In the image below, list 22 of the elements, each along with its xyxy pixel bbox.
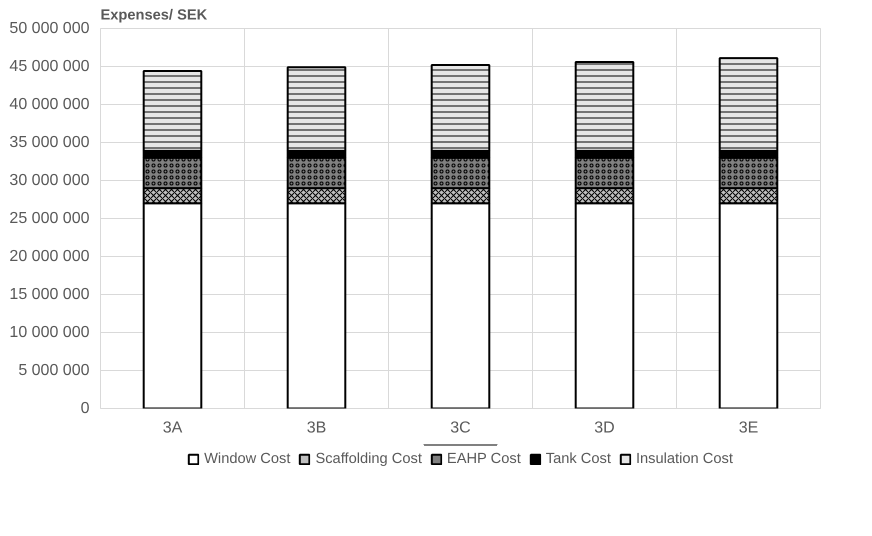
y-tick-label: 35 000 000 bbox=[9, 134, 90, 151]
y-axis-title: Expenses/ SEK bbox=[100, 8, 208, 24]
y-tick-label: 45 000 000 bbox=[9, 58, 90, 75]
y-tick-label: 40 000 000 bbox=[9, 96, 90, 113]
y-tick-label: 20 000 000 bbox=[9, 248, 90, 265]
x-tick-label: 3A bbox=[162, 420, 183, 436]
y-tick-label: 0 bbox=[80, 400, 90, 417]
legend-label: Tank Cost bbox=[546, 451, 611, 467]
legend-label: Scaffolding Cost bbox=[315, 451, 422, 467]
x-tick-label: 3D bbox=[594, 420, 615, 436]
y-tick-label: 50 000 000 bbox=[9, 20, 90, 37]
legend-label: Insulation Cost bbox=[636, 451, 733, 467]
y-tick-label: 15 000 000 bbox=[9, 286, 90, 303]
legend-label: EAHP Cost bbox=[446, 451, 521, 467]
legend-label: Window Cost bbox=[204, 451, 290, 467]
x-tick-label: 3B bbox=[306, 420, 326, 436]
y-tick-label: 5 000 000 bbox=[18, 362, 90, 379]
y-tick-label: 10 000 000 bbox=[9, 324, 90, 341]
y-tick-label: 30 000 000 bbox=[9, 172, 90, 189]
x-tick-label: 3C bbox=[450, 420, 471, 436]
y-tick-label: 25 000 000 bbox=[9, 210, 90, 227]
x-tick-label: 3E bbox=[738, 420, 758, 436]
